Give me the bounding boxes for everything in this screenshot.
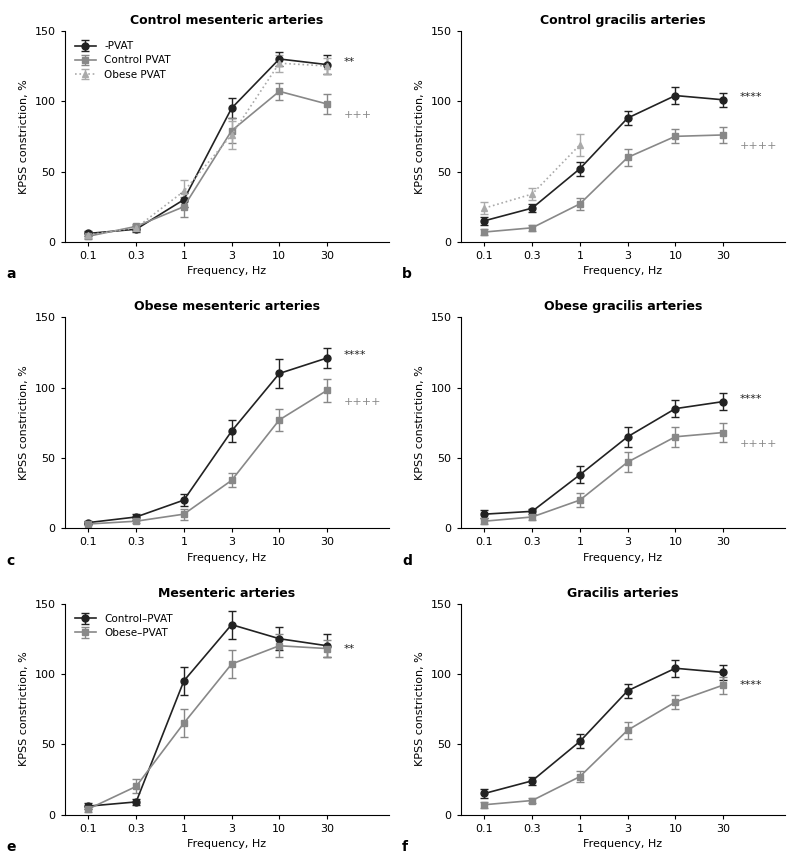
Text: **: ** — [344, 643, 355, 654]
Title: Obese mesenteric arteries: Obese mesenteric arteries — [133, 301, 320, 313]
Text: ****: **** — [740, 680, 762, 690]
Legend: -PVAT, Control PVAT, Obese PVAT: -PVAT, Control PVAT, Obese PVAT — [70, 36, 176, 85]
Text: ****: **** — [740, 92, 762, 102]
Text: ++++: ++++ — [344, 397, 381, 407]
Title: Control mesenteric arteries: Control mesenteric arteries — [130, 14, 324, 27]
Text: d: d — [402, 553, 412, 567]
Y-axis label: KPSS constriction, %: KPSS constriction, % — [415, 652, 425, 766]
Legend: Control–PVAT, Obese–PVAT: Control–PVAT, Obese–PVAT — [70, 609, 178, 643]
Text: ****: **** — [344, 350, 366, 360]
Text: f: f — [402, 840, 408, 854]
Text: e: e — [6, 840, 16, 854]
Text: c: c — [6, 553, 14, 567]
X-axis label: Frequency, Hz: Frequency, Hz — [583, 553, 662, 563]
Y-axis label: KPSS constriction, %: KPSS constriction, % — [19, 652, 29, 766]
Text: ****: **** — [740, 394, 762, 404]
Title: Control gracilis arteries: Control gracilis arteries — [540, 14, 706, 27]
X-axis label: Frequency, Hz: Frequency, Hz — [583, 267, 662, 276]
Y-axis label: KPSS constriction, %: KPSS constriction, % — [415, 79, 425, 194]
Title: Gracilis arteries: Gracilis arteries — [567, 586, 678, 599]
Text: ++++: ++++ — [740, 439, 777, 449]
X-axis label: Frequency, Hz: Frequency, Hz — [187, 553, 266, 563]
Text: b: b — [402, 268, 412, 281]
Y-axis label: KPSS constriction, %: KPSS constriction, % — [19, 79, 29, 194]
Text: **: ** — [344, 57, 355, 67]
Text: a: a — [6, 268, 16, 281]
Title: Mesenteric arteries: Mesenteric arteries — [158, 586, 296, 599]
Y-axis label: KPSS constriction, %: KPSS constriction, % — [415, 365, 425, 480]
Y-axis label: KPSS constriction, %: KPSS constriction, % — [19, 365, 29, 480]
X-axis label: Frequency, Hz: Frequency, Hz — [187, 839, 266, 850]
X-axis label: Frequency, Hz: Frequency, Hz — [187, 267, 266, 276]
Text: ++++: ++++ — [740, 141, 777, 152]
X-axis label: Frequency, Hz: Frequency, Hz — [583, 839, 662, 850]
Text: +++: +++ — [344, 110, 372, 120]
Title: Obese gracilis arteries: Obese gracilis arteries — [543, 301, 702, 313]
